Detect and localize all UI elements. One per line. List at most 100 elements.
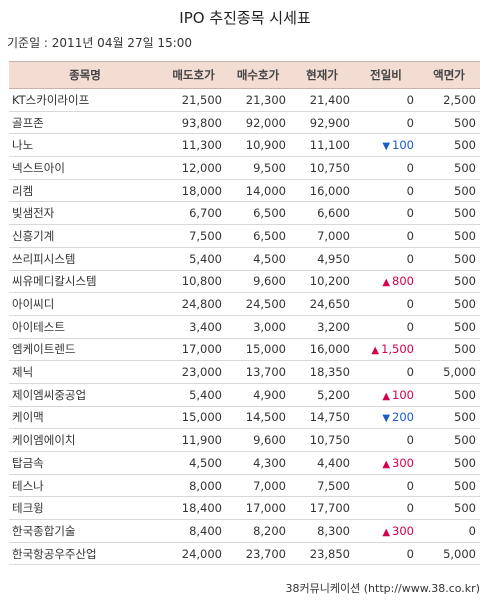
ask-price-cell: 5,400 [161, 383, 226, 407]
change-value: 0 [406, 433, 414, 448]
ask-price-cell: 17,000 [161, 338, 226, 362]
ask-price-cell: 21,500 [161, 88, 226, 112]
table-body: KT스카이라이프 21,500 21,300 21,400 0 2,500 골프존 93,80… [9, 88, 480, 566]
stock-name-cell: 신흥기계 [9, 224, 161, 248]
change-cell: 0 [354, 111, 418, 135]
current-price-cell: 10,750 [290, 156, 354, 180]
table-row: 나노 11,300 10,900 11,100 ▼ 100 500 [9, 133, 480, 158]
bid-price-cell: 92,000 [226, 111, 290, 135]
par-value-cell: 500 [418, 224, 480, 248]
source-credit: 38커뮤니케이션 (http://www.38.co.kr) [285, 582, 480, 595]
change-value: 0 [406, 228, 414, 243]
current-price-cell: 11,100 [290, 133, 354, 158]
ask-price-cell: 18,000 [161, 179, 226, 203]
current-price-cell: 8,300 [290, 519, 354, 543]
par-value-cell: 500 [418, 247, 480, 271]
change-cell: 0 [354, 224, 418, 248]
stock-name-cell: 넥스트아이 [9, 156, 161, 180]
current-price-cell: 18,350 [290, 360, 354, 384]
change-value: 100 [392, 387, 414, 402]
table-row: 아이씨디 24,800 24,500 24,650 0 500 [9, 292, 480, 316]
column-header-par: 액면가 [418, 61, 480, 89]
change-cell: ▲ 300 [354, 519, 418, 543]
table-row: 제이엠씨중공업 5,400 4,900 5,200 ▲ 100 500 [9, 383, 480, 407]
par-value-cell: 500 [418, 179, 480, 203]
table-row: 골프존 93,800 92,000 92,900 0 500 [9, 111, 480, 135]
par-value-cell: 500 [418, 474, 480, 498]
stock-name-cell: 빛샘전자 [9, 201, 161, 226]
table-row: 리켐 18,000 14,000 16,000 0 500 [9, 179, 480, 203]
current-price-cell: 16,000 [290, 179, 354, 203]
par-value-cell: 500 [418, 496, 480, 521]
change-cell: 0 [354, 360, 418, 384]
quote-table-wrapper: 종목명 매도호가 매수호가 현재가 전일비 액면가 KT스카이라이프 21,500… [9, 61, 480, 566]
stock-name-cell: 테스나 [9, 474, 161, 498]
current-price-cell: 5,200 [290, 383, 354, 407]
stock-name-cell: 제닉 [9, 360, 161, 384]
change-cell: ▲ 1,500 [354, 338, 418, 362]
ask-price-cell: 11,900 [161, 428, 226, 452]
current-price-cell: 7,000 [290, 224, 354, 248]
par-value-cell: 2,500 [418, 88, 480, 112]
bid-price-cell: 6,500 [226, 201, 290, 226]
bid-price-cell: 3,000 [226, 315, 290, 339]
par-value-cell: 500 [418, 315, 480, 339]
column-header-price: 현재가 [290, 61, 354, 89]
bid-price-cell: 23,700 [226, 542, 290, 566]
stock-name-cell: 엠케이트렌드 [9, 338, 161, 362]
ask-price-cell: 5,400 [161, 247, 226, 271]
change-value: 0 [406, 546, 414, 561]
ask-price-cell: 93,800 [161, 111, 226, 135]
up-arrow-icon: ▲ [382, 390, 391, 402]
change-cell: ▼ 100 [354, 133, 418, 158]
par-value-cell: 500 [418, 383, 480, 407]
change-value: 1,500 [381, 342, 414, 357]
current-price-cell: 23,850 [290, 542, 354, 566]
ask-price-cell: 3,400 [161, 315, 226, 339]
stock-name-cell: 아이씨디 [9, 292, 161, 316]
bid-price-cell: 9,500 [226, 156, 290, 180]
par-value-cell: 500 [418, 156, 480, 180]
ask-price-cell: 8,000 [161, 474, 226, 498]
par-value-cell: 5,000 [418, 542, 480, 566]
bid-price-cell: 17,000 [226, 496, 290, 521]
table-row: 넥스트아이 12,000 9,500 10,750 0 500 [9, 156, 480, 180]
column-header-change: 전일비 [354, 61, 418, 89]
change-value: 0 [406, 365, 414, 380]
ask-price-cell: 8,400 [161, 519, 226, 543]
change-cell: 0 [354, 542, 418, 566]
down-arrow-icon: ▼ [382, 141, 391, 153]
change-cell: 0 [354, 496, 418, 521]
ask-price-cell: 11,300 [161, 133, 226, 158]
table-row: 신흥기계 7,500 6,500 7,000 0 500 [9, 224, 480, 248]
par-value-cell: 500 [418, 428, 480, 452]
stock-name-cell: 한국종합기술 [9, 519, 161, 543]
change-value: 0 [406, 251, 414, 266]
change-cell: 0 [354, 474, 418, 498]
table-row: 빛샘전자 6,700 6,500 6,600 0 500 [9, 201, 480, 226]
ask-price-cell: 24,000 [161, 542, 226, 566]
ask-price-cell: 24,800 [161, 292, 226, 316]
change-cell: ▼ 200 [354, 406, 418, 430]
table-row: 한국종합기술 8,400 8,200 8,300 ▲ 300 0 [9, 519, 480, 543]
bid-price-cell: 9,600 [226, 428, 290, 452]
change-cell: ▲ 100 [354, 383, 418, 407]
table-row: 쓰리피시스템 5,400 4,500 4,950 0 500 [9, 247, 480, 271]
par-value-cell: 0 [418, 519, 480, 543]
change-value: 0 [406, 115, 414, 130]
change-cell: 0 [354, 179, 418, 203]
change-cell: ▲ 300 [354, 451, 418, 475]
par-value-cell: 500 [418, 338, 480, 362]
current-price-cell: 14,750 [290, 406, 354, 430]
bid-price-cell: 10,900 [226, 133, 290, 158]
table-row: 케이맥 15,000 14,500 14,750 ▼ 200 500 [9, 406, 480, 430]
bid-price-cell: 15,000 [226, 338, 290, 362]
table-row: 테스나 8,000 7,000 7,500 0 500 [9, 474, 480, 498]
change-value: 0 [406, 501, 414, 516]
column-header-name: 종목명 [9, 61, 161, 89]
quote-table: 종목명 매도호가 매수호가 현재가 전일비 액면가 KT스카이라이프 21,500… [9, 61, 480, 566]
change-value: 0 [406, 206, 414, 221]
change-value: 0 [406, 319, 414, 334]
par-value-cell: 500 [418, 201, 480, 226]
bid-price-cell: 9,600 [226, 270, 290, 294]
